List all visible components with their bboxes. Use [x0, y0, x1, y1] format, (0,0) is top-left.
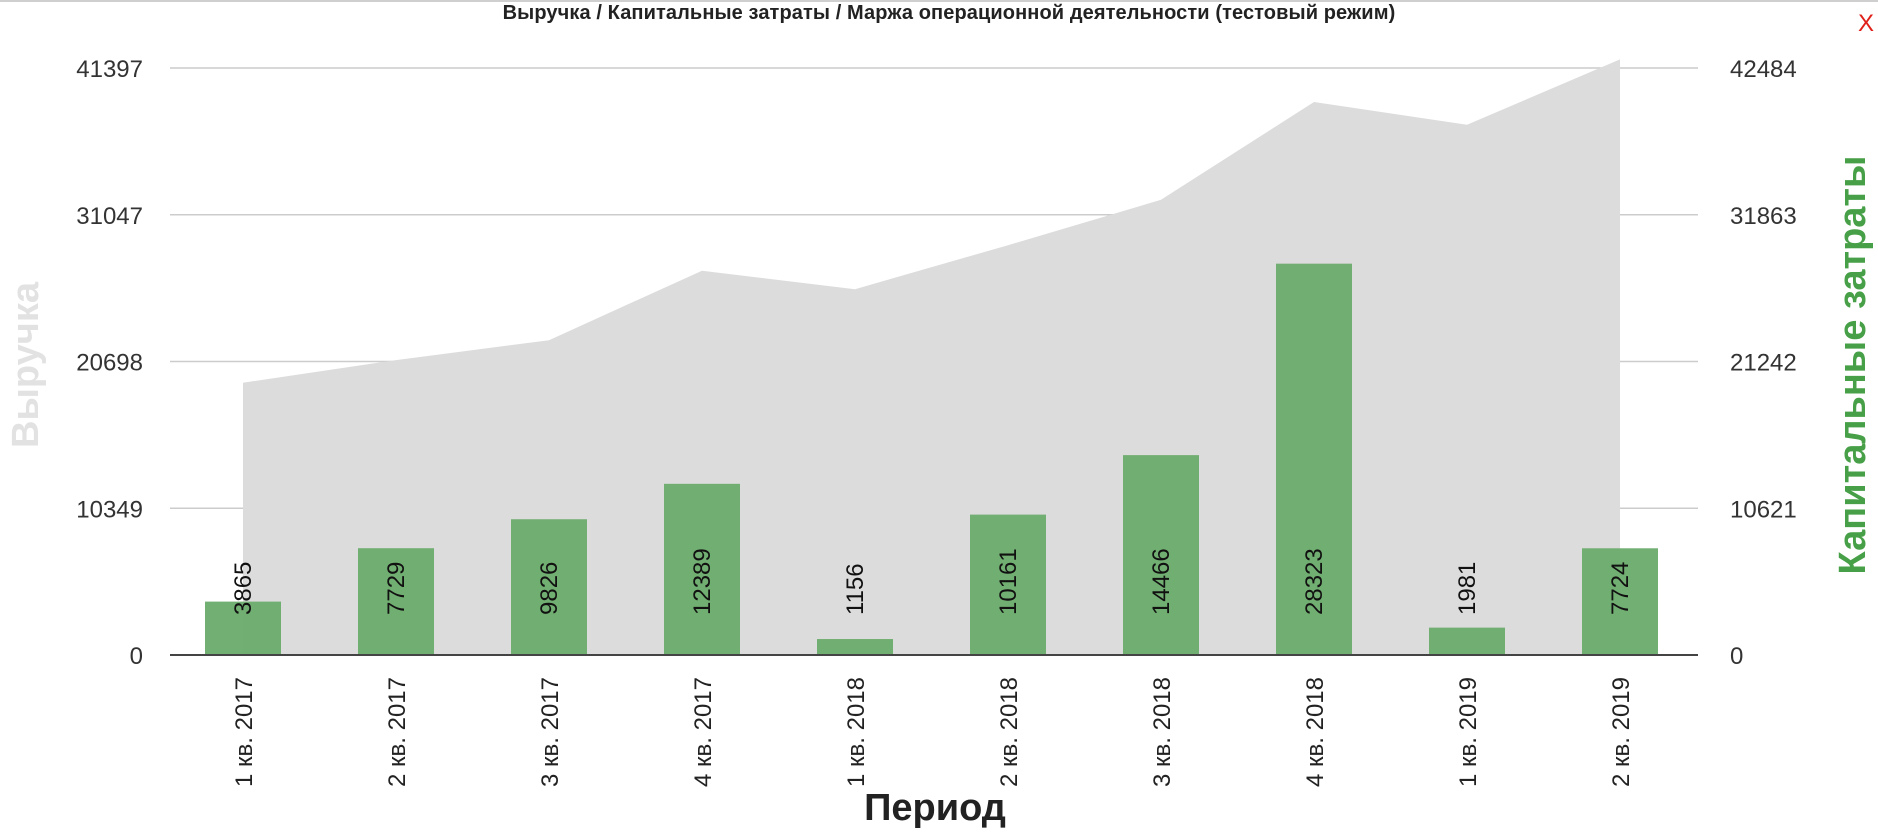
capex-bars-layer — [205, 263, 1658, 655]
bar-value-label: 14466 — [1148, 548, 1175, 615]
left-tick-label: 41397 — [76, 56, 143, 83]
right-tick-label: 10621 — [1730, 496, 1797, 523]
category-label: 2 кв. 2018 — [996, 677, 1023, 787]
category-label: 2 кв. 2019 — [1608, 677, 1635, 787]
category-label: 2 кв. 2017 — [384, 677, 411, 787]
axes-layer: 0 10349 20698 31047 41397 0 10621 21242 31863 424… — [76, 56, 1797, 670]
category-label: 1 кв. 2018 — [843, 677, 870, 787]
bar-value-label: 9826 — [536, 562, 563, 615]
bar-value-label: 7729 — [383, 562, 410, 615]
capex-bar — [511, 519, 587, 655]
revenue-area-layer — [243, 59, 1620, 655]
bar-value-label: 10161 — [995, 548, 1022, 615]
capex-bar — [205, 601, 281, 655]
right-tick-label: 31863 — [1730, 203, 1797, 230]
capex-bar — [1429, 627, 1505, 655]
bar-value-label: 12389 — [689, 548, 716, 615]
category-label: 1 кв. 2017 — [231, 677, 258, 787]
category-label: 3 кв. 2017 — [537, 677, 564, 787]
bar-value-label: 3865 — [230, 562, 257, 615]
right-tick-label: 21242 — [1730, 350, 1797, 377]
category-label: 1 кв. 2019 — [1455, 677, 1482, 787]
category-label: 3 кв. 2018 — [1149, 677, 1176, 787]
category-label: 4 кв. 2017 — [690, 677, 717, 787]
left-tick-label: 31047 — [76, 203, 143, 230]
bar-value-label: 1156 — [842, 563, 869, 615]
left-axis-title: Выручка — [5, 281, 47, 448]
capex-bar — [817, 639, 893, 655]
chart-title: Выручка / Капитальные затраты / Маржа оп… — [502, 2, 1396, 24]
revenue-area — [243, 59, 1620, 655]
capex-bar — [664, 483, 740, 655]
category-label: 4 кв. 2018 — [1302, 677, 1329, 787]
top-border — [0, 0, 1878, 2]
left-tick-label: 20698 — [76, 350, 143, 377]
capex-bar — [1582, 548, 1658, 655]
right-axis-title: Капитальные затраты — [1832, 156, 1874, 575]
capex-bar — [358, 548, 434, 655]
left-tick-label: 10349 — [76, 496, 143, 523]
x-axis-title: Период — [864, 787, 1006, 829]
bar-value-label: 1981 — [1454, 562, 1481, 615]
bar-value-label: 7724 — [1607, 562, 1634, 615]
capex-bar — [970, 514, 1046, 655]
close-button[interactable]: X — [1858, 10, 1875, 37]
right-tick-label: 42484 — [1730, 56, 1797, 83]
capex-bar — [1123, 455, 1199, 655]
capex-bar — [1276, 263, 1352, 655]
left-tick-label: 0 — [130, 643, 143, 670]
bar-value-label: 28323 — [1301, 548, 1328, 615]
right-tick-label: 0 — [1730, 643, 1743, 670]
labels-layer: 3865 7729 9826 12389 1156 10161 14466 28323 1981… — [5, 156, 1874, 829]
